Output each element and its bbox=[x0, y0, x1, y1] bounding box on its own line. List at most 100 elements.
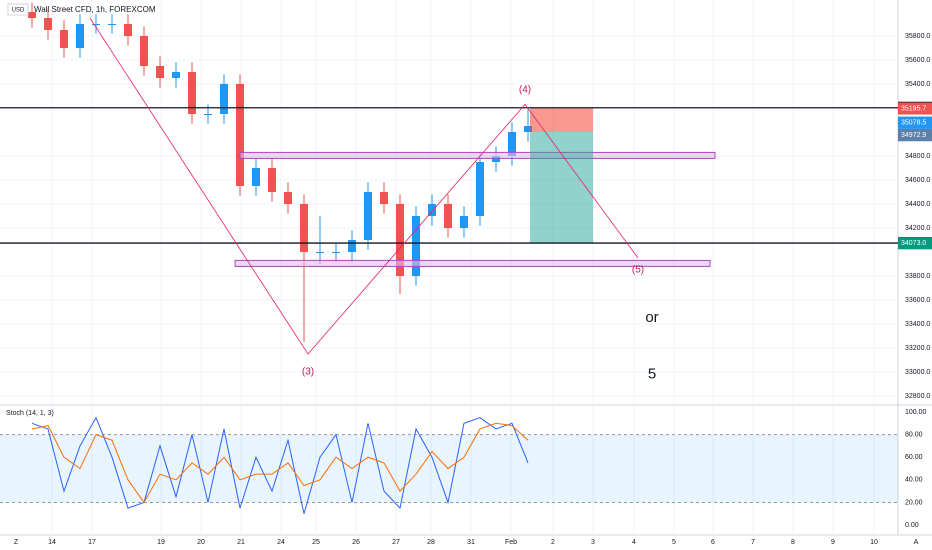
candle-body bbox=[428, 204, 436, 216]
stoch-tick-label: 20.00 bbox=[905, 499, 923, 506]
x-tick-label: 26 bbox=[352, 539, 360, 546]
x-tick-label: 3 bbox=[591, 539, 595, 546]
y-tick-label: 34400.0 bbox=[905, 201, 930, 208]
y-tick-label: 33600.0 bbox=[905, 297, 930, 304]
candle-body bbox=[60, 30, 68, 48]
x-tick-label: 27 bbox=[392, 539, 400, 546]
note: or bbox=[645, 309, 658, 326]
y-tick-label: 33200.0 bbox=[905, 345, 930, 352]
candle-body bbox=[156, 66, 164, 78]
stoch-tick-label: 0.00 bbox=[905, 522, 919, 529]
y-tick-label: 33400.0 bbox=[905, 321, 930, 328]
candle-body bbox=[332, 252, 340, 253]
candle-body bbox=[316, 252, 324, 253]
candle-body bbox=[44, 18, 52, 30]
target-zone bbox=[530, 132, 593, 244]
y-tick-label: 34800.0 bbox=[905, 153, 930, 160]
candle-body bbox=[92, 24, 100, 25]
stoch-band bbox=[0, 434, 898, 503]
stoch-tick-label: 40.00 bbox=[905, 477, 923, 484]
candle-body bbox=[460, 216, 468, 228]
stoch-tick-label: 100.00 bbox=[905, 409, 927, 416]
stop-zone bbox=[530, 107, 593, 132]
price-badge bbox=[898, 102, 932, 115]
candle-body bbox=[380, 192, 388, 204]
x-tick-label: 5 bbox=[672, 539, 676, 546]
candle-body bbox=[108, 24, 116, 25]
candle-body bbox=[252, 168, 260, 186]
x-tick-label: 20 bbox=[197, 539, 205, 546]
candle-body bbox=[524, 126, 532, 132]
y-tick-label: 34600.0 bbox=[905, 177, 930, 184]
x-tick-label: 28 bbox=[427, 539, 435, 546]
stoch-tick-label: 60.00 bbox=[905, 454, 923, 461]
candle-body bbox=[268, 168, 276, 192]
candle-body bbox=[476, 162, 484, 216]
x-tick-label: 10 bbox=[870, 539, 878, 546]
price-badge bbox=[898, 116, 932, 129]
x-tick-label: 9 bbox=[831, 539, 835, 546]
currency-box bbox=[7, 3, 29, 16]
y-tick-label: 32800.0 bbox=[905, 393, 930, 400]
y-tick-label: 35800.0 bbox=[905, 33, 930, 40]
y-tick-label: 34200.0 bbox=[905, 225, 930, 232]
corner-label: Z bbox=[14, 539, 19, 546]
x-tick-label: 21 bbox=[237, 539, 245, 546]
candle-body bbox=[188, 72, 196, 114]
price-badge bbox=[898, 237, 932, 250]
x-tick-label: 6 bbox=[711, 539, 715, 546]
price-badge bbox=[898, 129, 932, 142]
stoch-title: Stoch (14, 1, 3) bbox=[6, 410, 54, 417]
candle-body bbox=[124, 24, 132, 36]
x-tick-label: 7 bbox=[751, 539, 755, 546]
price-badge-label: 34073.0 bbox=[901, 240, 926, 247]
candle-body bbox=[348, 240, 356, 252]
candle-body bbox=[412, 216, 420, 276]
wave-label: (3) bbox=[302, 367, 314, 378]
candle-body bbox=[236, 84, 244, 186]
y-tick-label: 33000.0 bbox=[905, 369, 930, 376]
x-tick-label: 17 bbox=[88, 539, 96, 546]
x-tick-label: 8 bbox=[791, 539, 795, 546]
note: 5 bbox=[648, 365, 656, 382]
x-tick-label: 25 bbox=[312, 539, 320, 546]
candle-body bbox=[140, 36, 148, 66]
wave-label: (4) bbox=[519, 85, 531, 96]
candle-body bbox=[284, 192, 292, 204]
stoch-line bbox=[31, 416, 529, 514]
candle-body bbox=[172, 72, 180, 78]
price-badge-label: 35195.7 bbox=[901, 105, 926, 112]
x-tick-label: 24 bbox=[277, 539, 285, 546]
x-tick-label: 31 bbox=[467, 539, 475, 546]
candle-body bbox=[508, 132, 516, 156]
x-tick-label: Feb bbox=[505, 539, 517, 546]
currency: USD bbox=[12, 8, 25, 14]
x-tick-label: 19 bbox=[157, 539, 165, 546]
candle-body bbox=[28, 12, 36, 18]
candle-body bbox=[300, 204, 308, 252]
wave-label: (5) bbox=[632, 265, 644, 276]
corner-label: A bbox=[914, 539, 919, 546]
candle-body bbox=[492, 156, 500, 162]
candle-body bbox=[444, 204, 452, 228]
stoch-line bbox=[31, 422, 529, 504]
x-tick-label: 4 bbox=[632, 539, 636, 546]
y-tick-label: 35400.0 bbox=[905, 81, 930, 88]
candle-body bbox=[76, 24, 84, 48]
y-tick-label: 35600.0 bbox=[905, 57, 930, 64]
chart-title: Wall Street CFD, 1h, FOREXCOM bbox=[34, 5, 156, 14]
stoch-tick-label: 80.00 bbox=[905, 431, 923, 438]
zone bbox=[234, 259, 711, 267]
price-badge-label: 34972.9 bbox=[901, 132, 926, 139]
candle-body bbox=[396, 204, 404, 276]
candle-body bbox=[364, 192, 372, 240]
x-tick-label: 14 bbox=[48, 539, 56, 546]
y-tick-label: 33800.0 bbox=[905, 273, 930, 280]
zone bbox=[239, 151, 716, 159]
wave-line bbox=[89, 17, 639, 355]
candle-body bbox=[220, 84, 228, 114]
price-badge-label: 35078.5 bbox=[901, 119, 926, 126]
candle-body bbox=[204, 114, 212, 115]
